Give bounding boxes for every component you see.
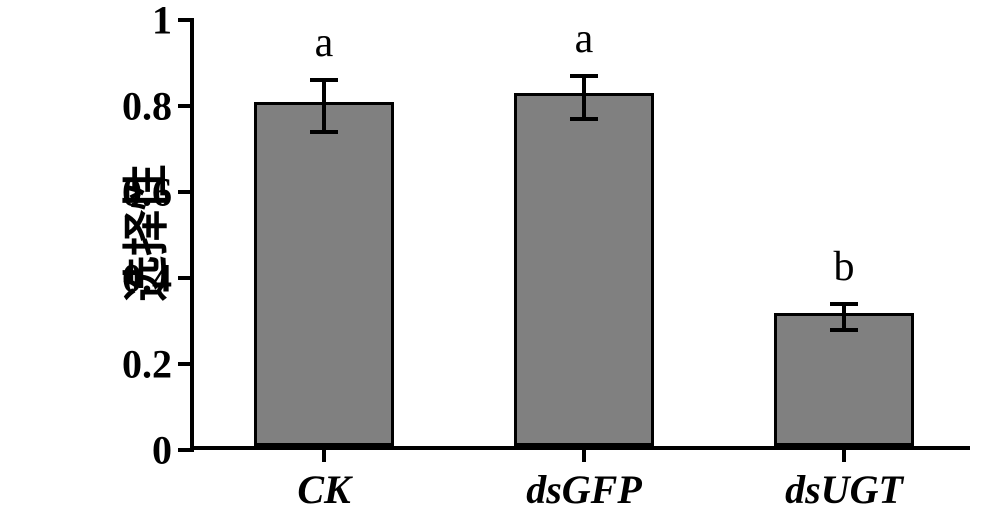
y-tick	[178, 18, 194, 22]
errorbar-cap-top	[310, 78, 338, 82]
y-tick	[178, 104, 194, 108]
y-tick	[178, 362, 194, 366]
y-tick	[178, 448, 194, 452]
plot-area: 选择性 00.20.40.60.81CKadsGFPadsUGTb	[190, 20, 970, 450]
errorbar-line	[322, 80, 326, 132]
significance-label: a	[315, 19, 334, 67]
bar	[514, 93, 654, 446]
y-tick-label: 0.8	[122, 83, 172, 130]
y-tick-label: 0.4	[122, 255, 172, 302]
y-tick-label: 0	[152, 427, 172, 474]
x-tick-label: dsUGT	[785, 466, 903, 513]
errorbar-line	[842, 304, 846, 330]
x-tick-label: dsGFP	[526, 466, 642, 513]
y-tick-label: 0.2	[122, 341, 172, 388]
bar	[254, 102, 394, 446]
y-tick	[178, 276, 194, 280]
y-tick-label: 0.6	[122, 169, 172, 216]
x-tick	[322, 446, 326, 462]
x-tick-label: CK	[297, 466, 350, 513]
y-tick-label: 1	[152, 0, 172, 44]
y-tick	[178, 190, 194, 194]
errorbar-cap-top	[830, 302, 858, 306]
x-tick	[582, 446, 586, 462]
errorbar-cap-bottom	[830, 328, 858, 332]
errorbar-cap-bottom	[570, 117, 598, 121]
significance-label: b	[834, 243, 855, 291]
bar	[774, 313, 914, 446]
errorbar-cap-bottom	[310, 130, 338, 134]
errorbar-line	[582, 76, 586, 119]
significance-label: a	[575, 15, 594, 63]
errorbar-cap-top	[570, 74, 598, 78]
x-tick	[842, 446, 846, 462]
